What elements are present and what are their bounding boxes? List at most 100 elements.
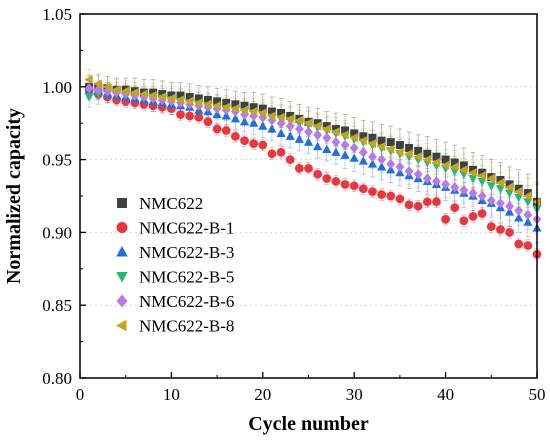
data-point [203, 99, 212, 109]
x-tick-label: 0 [76, 385, 85, 404]
data-point [285, 114, 294, 124]
data-point [240, 101, 249, 110]
data-point [230, 114, 240, 123]
data-point [441, 214, 450, 224]
data-point [504, 189, 515, 198]
data-point [496, 198, 505, 209]
data-point [368, 133, 377, 142]
data-point [130, 90, 140, 101]
data-point [385, 144, 395, 155]
data-point [267, 124, 277, 133]
data-point [212, 109, 222, 119]
y-tick-label: 1.05 [42, 5, 72, 24]
legend-marker [116, 222, 128, 233]
y-tick-label: 1.00 [42, 78, 72, 97]
data-point [468, 187, 478, 199]
data-point [523, 241, 533, 250]
data-point [303, 118, 313, 128]
data-point [212, 101, 221, 111]
data-point [277, 109, 286, 118]
legend-marker [116, 294, 128, 308]
data-point [422, 173, 432, 184]
data-point [395, 194, 405, 204]
data-point [258, 121, 268, 130]
data-point [459, 165, 468, 175]
data-point [221, 126, 231, 135]
data-point [341, 126, 350, 135]
data-point [313, 169, 323, 179]
data-point [194, 112, 204, 122]
data-point [249, 139, 259, 148]
x-tick-label: 40 [437, 385, 454, 404]
data-point [212, 124, 222, 134]
legend-label: NMC622-B-1 [139, 219, 234, 238]
data-point [459, 161, 468, 170]
data-point [222, 98, 231, 107]
data-point [230, 104, 239, 114]
data-point [469, 165, 478, 174]
data-point [505, 228, 514, 237]
data-point [230, 131, 240, 141]
data-point [258, 140, 268, 150]
data-point [331, 127, 340, 137]
data-point [523, 189, 532, 198]
data-point [459, 184, 469, 196]
data-point [431, 157, 441, 168]
data-point [514, 205, 524, 216]
data-point [504, 207, 515, 216]
data-point [414, 146, 423, 155]
data-point [468, 168, 477, 178]
data-point [130, 88, 139, 98]
data-markers [84, 74, 542, 259]
data-point [285, 155, 295, 165]
data-point [505, 200, 514, 212]
data-point [405, 143, 414, 152]
legend-label: NMC622-B-5 [139, 268, 234, 287]
data-point [441, 179, 450, 190]
data-point [523, 191, 532, 201]
x-tick-label: 50 [529, 385, 546, 404]
data-point [349, 133, 358, 143]
data-point [249, 103, 258, 112]
data-point [340, 150, 350, 159]
data-point [321, 124, 331, 134]
data-point [523, 217, 533, 226]
y-tick-label: 0.95 [42, 151, 72, 170]
x-axis-title: Cycle number [248, 413, 369, 435]
data-point [514, 193, 524, 203]
x-tick-label: 30 [346, 385, 363, 404]
data-point [440, 160, 450, 171]
data-point [505, 180, 514, 189]
data-point [395, 147, 404, 157]
data-point [449, 162, 459, 172]
data-point [120, 86, 130, 96]
data-point [84, 74, 93, 85]
data-point [514, 213, 524, 222]
y-tick-label: 0.85 [42, 296, 72, 315]
data-point [386, 164, 396, 174]
data-point [285, 120, 295, 132]
data-point [312, 121, 322, 131]
data-point [368, 151, 377, 162]
data-point [267, 149, 277, 159]
data-point [386, 138, 395, 147]
data-point [93, 79, 102, 89]
data-point [386, 158, 396, 170]
data-point [276, 112, 285, 122]
data-point [203, 117, 213, 127]
data-point [514, 239, 524, 249]
x-tick-label: 20 [254, 385, 271, 404]
data-point [286, 111, 295, 120]
data-point [331, 147, 341, 156]
data-point [240, 136, 249, 146]
data-point [377, 190, 387, 199]
data-point [377, 154, 387, 165]
data-point [423, 149, 432, 158]
data-point [184, 96, 194, 106]
data-point [258, 108, 267, 118]
data-point [322, 144, 332, 154]
data-point [340, 179, 350, 189]
data-point [102, 82, 112, 92]
